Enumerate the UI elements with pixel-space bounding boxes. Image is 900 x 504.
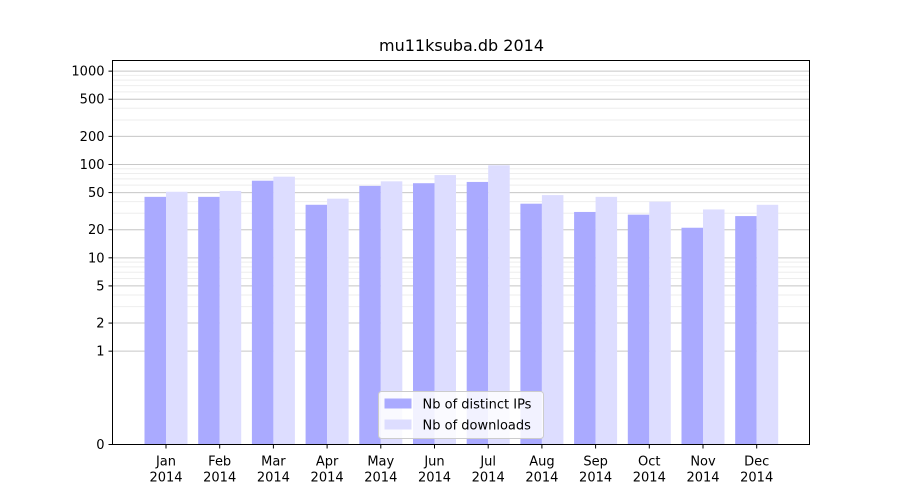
y-tick-label: 50: [88, 186, 105, 201]
x-tick-label-month: Oct: [638, 455, 660, 470]
legend-swatch: [384, 419, 412, 430]
y-tick-label: 200: [80, 130, 105, 145]
bar-downloads-dec: [756, 204, 779, 445]
bar-downloads-jul: [488, 165, 510, 445]
x-tick-label-month: Sep: [583, 455, 608, 470]
bar-downloads-may: [380, 181, 403, 445]
y-tick-label: 1000: [71, 65, 104, 80]
y-tick-label: 10: [88, 251, 105, 266]
bar-distinct-ips-oct: [627, 214, 650, 445]
y-tick-label: 0: [96, 438, 104, 453]
y-axis: 0 1 2 5 10 20 50 100 200 500 1000: [71, 65, 113, 453]
x-tick-label-month: Jun: [423, 455, 444, 470]
y-tick-label: 2: [96, 317, 104, 332]
bars: [144, 165, 779, 445]
legend-box: [378, 391, 544, 439]
x-tick-label-year: 2014: [418, 471, 451, 486]
x-tick-label-year: 2014: [149, 471, 182, 486]
x-tick-label-year: 2014: [740, 471, 773, 486]
x-tick-label-year: 2014: [311, 471, 344, 486]
legend: Nb of distinct IPs Nb of downloads: [378, 391, 544, 439]
x-axis: Jan2014Feb2014Mar2014Apr2014May2014Jun20…: [149, 444, 773, 486]
x-tick-label-year: 2014: [472, 471, 505, 486]
x-tick-label-month: May: [367, 455, 394, 470]
x-tick-label-month: Mar: [261, 455, 286, 470]
x-tick-label-month: Jul: [479, 455, 496, 470]
bar-distinct-ips-aug: [520, 203, 542, 445]
bar-downloads-jun: [434, 175, 456, 445]
bar-downloads-mar: [273, 176, 295, 445]
bar-distinct-ips-feb: [198, 196, 220, 445]
y-tick-label: 100: [80, 158, 105, 173]
bar-downloads-sep: [595, 196, 618, 445]
x-tick-label-year: 2014: [203, 471, 236, 486]
bar-distinct-ips-dec: [735, 216, 757, 445]
bar-downloads-feb: [219, 190, 242, 445]
x-tick-label-month: Dec: [744, 455, 769, 470]
chart-title: mu11ksuba.db 2014: [379, 36, 544, 55]
legend-label: Nb of distinct IPs: [423, 398, 532, 413]
bar-distinct-ips-apr: [305, 204, 328, 445]
bar-distinct-ips-jan: [144, 196, 166, 445]
x-tick-label-month: Feb: [208, 455, 231, 470]
bar-distinct-ips-nov: [681, 227, 703, 445]
x-tick-label-year: 2014: [525, 471, 558, 486]
x-tick-label-year: 2014: [579, 471, 612, 486]
bar-distinct-ips-mar: [251, 180, 274, 445]
plot-frame: [112, 60, 810, 445]
legend-swatch: [384, 398, 412, 409]
x-tick-label-month: Apr: [316, 455, 339, 470]
y-tick-label: 20: [88, 223, 105, 238]
x-tick-label-month: Aug: [529, 455, 554, 470]
bar-distinct-ips-jul: [466, 181, 489, 445]
x-tick-label-year: 2014: [257, 471, 290, 486]
x-tick-label-year: 2014: [633, 471, 666, 486]
legend-label: Nb of downloads: [423, 419, 532, 434]
bar-downloads-oct: [649, 201, 671, 445]
y-tick-label: 1: [96, 345, 104, 360]
x-tick-label-year: 2014: [364, 471, 397, 486]
y-tick-label: 5: [96, 279, 104, 294]
bar-downloads-nov: [703, 209, 725, 445]
bar-distinct-ips-sep: [574, 211, 596, 445]
bar-downloads-apr: [327, 198, 349, 445]
bar-distinct-ips-may: [359, 185, 381, 445]
x-tick-label-year: 2014: [686, 471, 719, 486]
bar-downloads-aug: [541, 195, 564, 445]
bar-downloads-jan: [166, 191, 188, 445]
x-tick-label-month: Nov: [690, 455, 716, 470]
x-tick-label-month: Jan: [155, 455, 176, 470]
y-tick-label: 500: [80, 93, 105, 108]
bar-distinct-ips-jun: [413, 183, 435, 445]
